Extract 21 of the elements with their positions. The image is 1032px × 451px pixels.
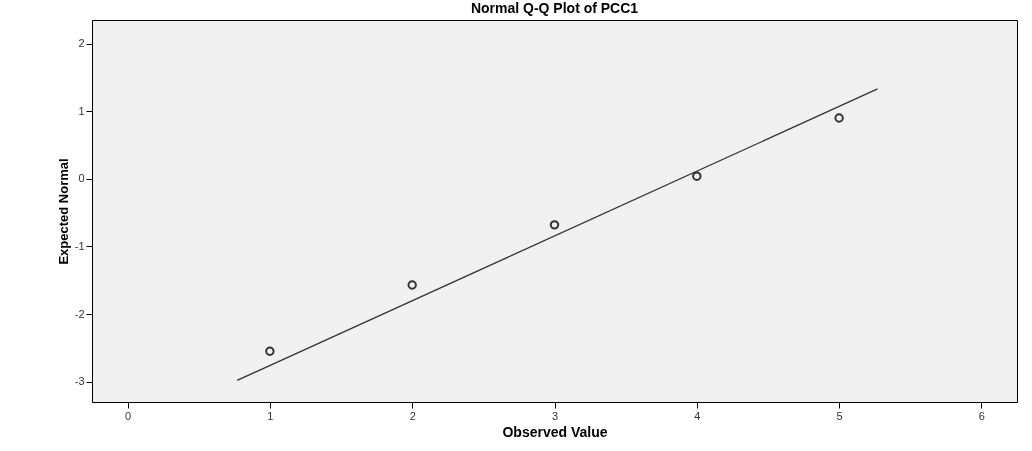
point (692, 171, 702, 181)
y-axis-title: Expected Normal (55, 158, 71, 265)
point (549, 220, 560, 230)
x-axis-title: Observed Value (502, 423, 608, 440)
point (834, 113, 844, 123)
y-tick-label: 2 (78, 37, 85, 50)
x-tick-label: 2 (409, 409, 416, 422)
x-tick-label: 0 (125, 409, 132, 422)
y-tick-label: -2 (74, 307, 85, 320)
y-tick-label: -3 (74, 375, 85, 388)
x-tick-label: 3 (551, 409, 559, 422)
x-tick-label: 4 (694, 409, 701, 422)
point (265, 346, 275, 356)
y-tick-label: 1 (78, 104, 85, 117)
x-tick-label: 5 (836, 409, 843, 422)
x-tick-label: 6 (978, 409, 985, 422)
y-tick-label: -1 (74, 240, 85, 252)
y-tick-label: 0 (78, 172, 85, 185)
x-tick-label: 1 (267, 409, 274, 422)
point (407, 280, 417, 290)
chart-title: Normal Q-Q Plot of PCC1 (470, 0, 639, 16)
